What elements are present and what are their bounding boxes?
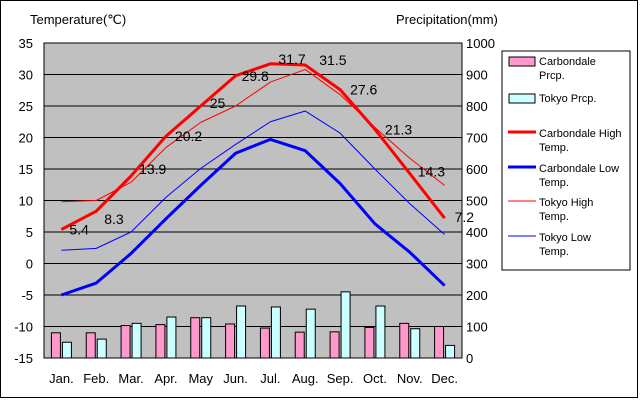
temp-tick-label: -5 [21,288,33,303]
legend-swatch [508,93,536,104]
tokyo-precip-bar [131,322,142,359]
tokyo-precip-bar [166,316,177,359]
month-label: Mar. [118,371,143,386]
precip-tick-label: 600 [466,162,488,177]
month-label: Apr. [154,371,177,386]
high-temp-value-label: 20.2 [175,128,202,144]
month-label: Aug. [292,371,319,386]
temp-tick-label: -10 [14,320,33,335]
left-axis-title: Temperature(℃) [30,12,126,27]
temp-tick-label: 15 [19,162,33,177]
carbondale-precip-bar [364,326,375,359]
month-label: Oct. [363,371,387,386]
high-temp-value-label: 13.9 [139,161,166,177]
carbondale-low-line [60,137,446,297]
carbondale-precip-bar [434,326,445,359]
precip-tick-label: 0 [466,351,473,366]
temp-tick-label: 5 [26,225,33,240]
high-temp-value-label: 8.3 [104,211,124,227]
precip-tick-label: 900 [466,68,488,83]
precipitation-bars [50,291,456,359]
month-label: Jan. [49,371,74,386]
tokyo-precip-bar [96,338,107,359]
high-temp-value-label: 29.8 [242,68,269,84]
precip-tick-label: 400 [466,225,488,240]
tokyo-precip-bar [340,291,351,359]
tokyo-precip-bar [236,305,247,359]
tokyo-precip-bar [61,341,72,359]
carbondale-precip-bar [259,327,270,359]
high-temp-value-label: 31.7 [278,51,305,67]
carbondale-precip-bar [120,325,131,359]
legend-label: Carbondale Prcp. [539,56,596,82]
temp-tick-label: 35 [19,36,33,51]
legend-box [501,50,631,271]
carbondale-precip-bar [225,323,236,359]
tokyo-precip-bar [410,328,421,359]
legend-label: Carbondale High Temp. [539,128,622,154]
high-temp-value-label: 14.3 [418,163,445,179]
legend-label: Tokyo Prcp. [539,93,596,105]
tokyo-precip-bar [445,344,456,359]
tokyo-precip-bar [201,317,212,359]
precip-tick-label: 100 [466,320,488,335]
precip-tick-label: 1000 [466,36,495,51]
high-temp-value-label: 21.3 [385,121,412,137]
carbondale-precip-bar [294,331,305,359]
tokyo-precip-bar [305,308,316,359]
precip-tick-label: 500 [466,194,488,209]
carbondale-precip-bar [50,332,61,359]
temp-tick-label: 30 [19,68,33,83]
high-temp-value-label: 25 [210,95,226,111]
legend-label: Carbondale Low Temp. [539,163,619,189]
month-label: Nov. [397,371,423,386]
gridlines [44,74,462,327]
month-label: Jul. [260,371,280,386]
month-label: May [188,371,213,386]
month-label: Jun. [223,371,248,386]
legend-label: Tokyo High Temp. [539,197,593,223]
x-axis-ticks: Jan. Feb. Mar. Apr. May Jun. Jul. Aug. Sep. Oct. N… [49,371,458,386]
tokyo-precip-bar [375,305,386,359]
high-temp-value-label: 5.4 [69,221,89,237]
left-axis-ticks: 35 30 25 20 15 10 5 0 -5 -10 -15 [14,36,33,366]
legend-swatch [508,56,536,67]
legend: Carbondale Prcp. Tokyo Prcp. Carbondale Hig… [501,50,631,271]
tokyo-high-line [61,68,445,203]
carbondale-precip-bar [85,332,96,359]
right-axis-title: Precipitation(mm) [396,12,498,27]
precip-tick-label: 800 [466,99,488,114]
carbondale-precip-bar [329,331,340,359]
high-temp-value-label: 7.2 [455,209,475,225]
tokyo-low-line [61,110,445,251]
month-label: Dec. [431,371,458,386]
data-labels: 5.4 8.3 13.9 20.2 25 29.8 31.7 31.527.6 21.3 14.3… [69,51,474,238]
precip-tick-label: 700 [466,131,488,146]
precip-tick-label: 200 [466,288,488,303]
tokyo-precip-bar [270,306,281,359]
temp-tick-label: 10 [19,194,33,209]
carbondale-precip-bar [399,322,410,359]
month-label: Feb. [83,371,109,386]
temp-tick-label: 20 [19,131,33,146]
precip-tick-label: 300 [466,257,488,272]
temp-tick-label: 25 [19,99,33,114]
legend-label: Tokyo Low Temp. [539,232,591,258]
temp-tick-label: 0 [26,257,33,272]
carbondale-high-line [60,62,446,231]
month-label: Sep. [327,371,354,386]
temp-tick-label: -15 [14,351,33,366]
carbondale-precip-bar [155,324,166,359]
high-temp-value-label: 27.6 [350,82,377,98]
carbondale-precip-bar [190,317,201,359]
high-temp-value-label: 31.5 [319,52,346,68]
temperature-lines [60,62,446,297]
